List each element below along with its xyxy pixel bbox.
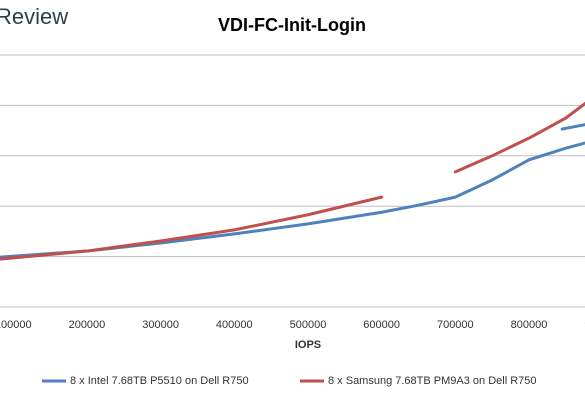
- x-tick-label: 200000: [69, 319, 106, 331]
- x-tick-label: 100000: [0, 319, 32, 331]
- brand: Review: [0, 4, 68, 29]
- x-tick-label: 600000: [363, 319, 400, 331]
- chart-title: VDI-FC-Init-Login: [218, 15, 366, 35]
- x-tick-label: 500000: [290, 319, 327, 331]
- legend-label: 8 x Intel 7.68TB P5510 on Dell R750: [70, 375, 249, 387]
- x-tick-label: 300000: [142, 319, 179, 331]
- x-tick-label: 400000: [216, 319, 253, 331]
- legend-label: 8 x Samsung 7.68TB PM9A3 on Dell R750: [328, 375, 537, 387]
- series-line: [0, 101, 585, 261]
- x-axis-label: IOPS: [295, 339, 321, 351]
- series-line: [0, 123, 585, 259]
- x-tick-label: 700000: [437, 319, 474, 331]
- x-tick-label: 800000: [511, 319, 548, 331]
